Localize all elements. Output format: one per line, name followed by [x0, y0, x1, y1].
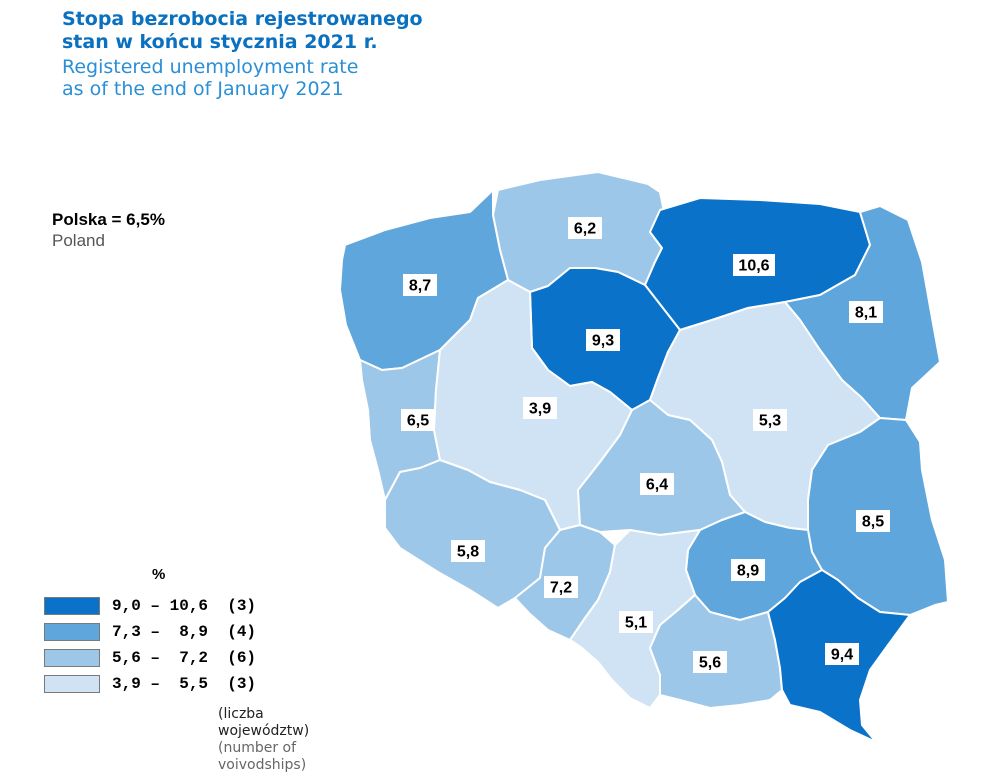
value-label-lubelskie: 8,5 [856, 510, 890, 532]
value-label-background [856, 510, 890, 532]
legend-note-polish: (liczba województw) [218, 706, 310, 739]
value-label-text: 5,1 [625, 615, 647, 632]
value-label-text: 5,6 [699, 655, 721, 672]
value-label-background [403, 274, 437, 296]
value-label-background [451, 540, 485, 562]
legend-item-class-2: 7,3 – 8,9 (4) [44, 622, 256, 642]
value-label-text: 5,8 [457, 544, 479, 561]
map-title: Stopa bezrobocia rejestrowanego stan w k… [62, 8, 423, 100]
value-label-lodzkie: 6,4 [640, 473, 674, 495]
value-label-swietokrzyskie: 8,9 [731, 559, 765, 581]
title-polish-line-1: Stopa bezrobocia rejestrowanego [62, 8, 423, 30]
legend-swatch-class-4 [44, 675, 100, 693]
national-rate-polish: Polska = 6,5% [52, 210, 165, 229]
value-label-text: 8,1 [855, 305, 877, 322]
legend-note: (liczba województw) (number of voivodshi… [218, 706, 309, 774]
value-label-background [693, 651, 727, 673]
value-label-background [544, 576, 578, 598]
value-label-text: 9,4 [831, 647, 853, 664]
value-label-background [619, 611, 653, 633]
title-english-line-2: as of the end of January 2021 [62, 78, 344, 100]
legend-item-class-3: 5,6 – 7,2 (6) [44, 648, 256, 668]
value-label-text: 7,2 [550, 580, 572, 597]
value-label-zachodniopomorskie: 8,7 [403, 274, 437, 296]
value-label-pomorskie: 6,2 [568, 217, 602, 239]
value-label-malopolskie: 5,6 [693, 651, 727, 673]
legend-swatch-class-1 [44, 597, 100, 615]
value-label-text: 6,5 [407, 413, 429, 430]
value-label-text: 6,4 [646, 477, 668, 494]
legend-unit: % [152, 566, 166, 583]
legend-swatch-class-3 [44, 649, 100, 667]
value-label-background [568, 217, 602, 239]
value-label-slaskie: 5,1 [619, 611, 653, 633]
value-label-text: 5,3 [759, 413, 781, 430]
value-label-background [401, 409, 435, 431]
legend-label-class-4: 3,9 – 5,5 (3) [112, 675, 257, 693]
value-label-lubuskie: 6,5 [401, 409, 435, 431]
value-label-wielkopolskie: 3,9 [523, 397, 557, 419]
value-label-text: 6,2 [574, 221, 596, 238]
value-label-background [825, 643, 859, 665]
national-rate-english: Poland [52, 231, 105, 250]
legend-item-class-4: 3,9 – 5,5 (3) [44, 674, 256, 694]
value-label-background [731, 559, 765, 581]
legend-label-class-1: 9,0 – 10,6 (3) [112, 597, 257, 615]
legend-swatch-class-2 [44, 623, 100, 641]
value-label-background [849, 301, 883, 323]
value-label-podkarpackie: 9,4 [825, 643, 859, 665]
value-label-background [640, 473, 674, 495]
value-labels: 6,2 8,7 10,6 8,1 9,3 6,5 3,9 5,3 6,4 8,5 5,8 7,2 8,9… [401, 217, 890, 673]
value-label-text: 8,5 [862, 514, 884, 531]
value-label-background [733, 254, 775, 276]
legend-item-class-1: 9,0 – 10,6 (3) [44, 596, 256, 616]
value-label-dolnoslaskie: 5,8 [451, 540, 485, 562]
value-label-mazowieckie: 5,3 [753, 409, 787, 431]
title-english-line-1: Registered unemployment rate [62, 56, 359, 78]
title-polish-line-2: stan w końcu stycznia 2021 r. [62, 31, 378, 53]
value-label-text: 3,9 [529, 401, 551, 418]
value-label-text: 8,7 [409, 278, 431, 295]
value-label-background [523, 397, 557, 419]
value-label-background [586, 329, 620, 351]
national-rate: Polska = 6,5% Poland [52, 209, 165, 251]
value-label-text: 10,6 [738, 258, 769, 275]
value-label-text: 9,3 [592, 333, 614, 350]
value-label-background [753, 409, 787, 431]
value-label-podlaskie: 8,1 [849, 301, 883, 323]
legend-label-class-2: 7,3 – 8,9 (4) [112, 623, 257, 641]
value-label-kujawsko-pomorskie: 9,3 [586, 329, 620, 351]
value-label-text: 8,9 [737, 563, 759, 580]
value-label-warminsko-mazurskie: 10,6 [733, 254, 775, 276]
value-label-opolskie: 7,2 [544, 576, 578, 598]
legend-note-english: (number of voivodships) [218, 740, 307, 773]
legend-label-class-3: 5,6 – 7,2 (6) [112, 649, 257, 667]
